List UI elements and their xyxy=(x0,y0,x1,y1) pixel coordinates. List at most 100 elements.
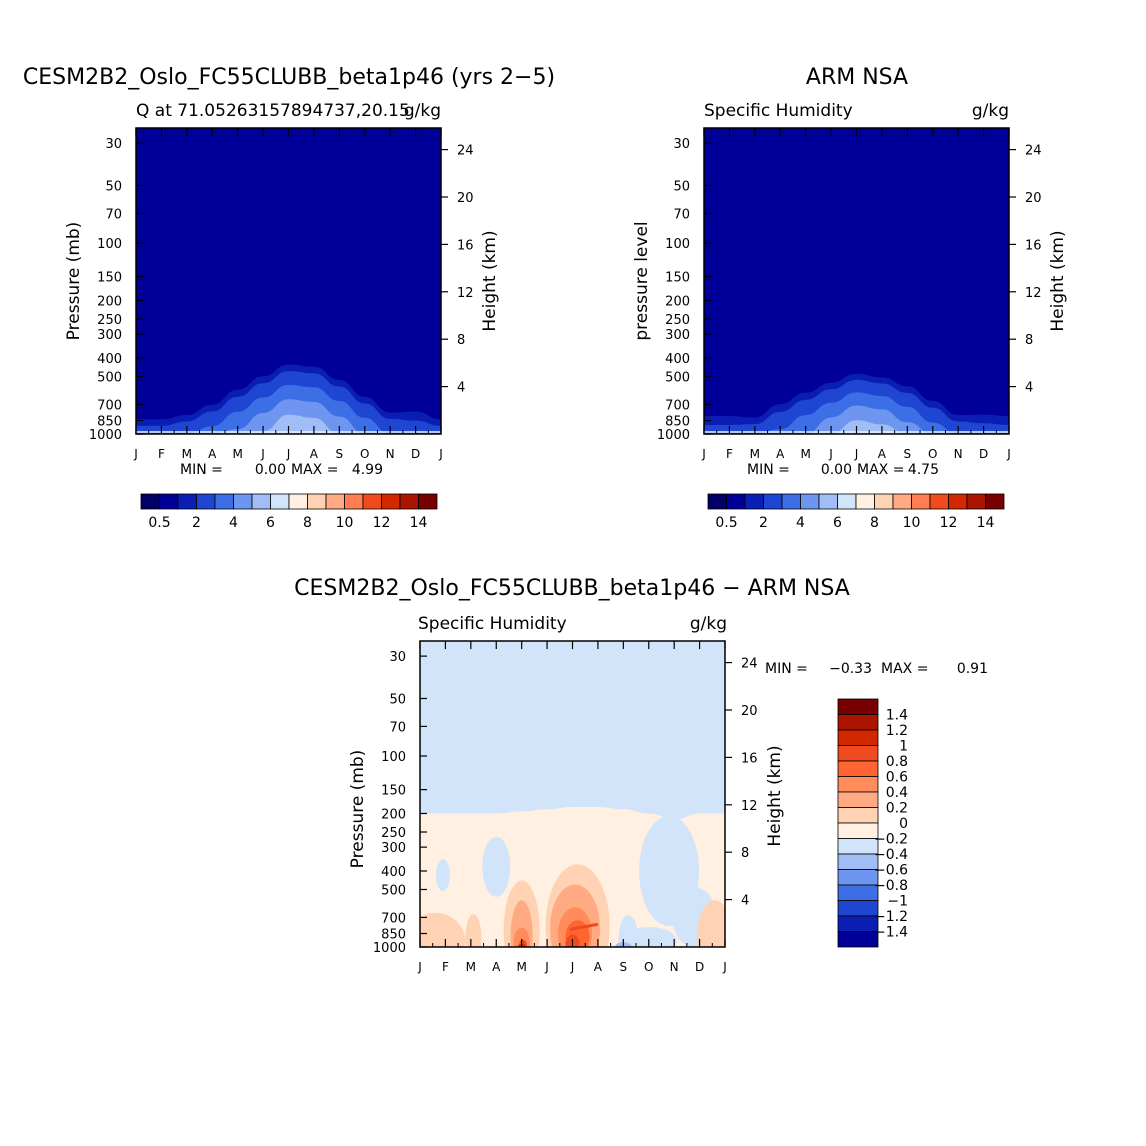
panel-model-ylabel-right: Height (km) xyxy=(480,230,500,331)
xtick-label: O xyxy=(644,960,653,974)
xtick-label: F xyxy=(726,447,733,461)
colorbar-label: 0.6 xyxy=(886,770,908,786)
colorbar-swatch xyxy=(837,915,879,932)
panel-model: CESM2B2_Oslo_FC55CLUBB_beta1p46 (yrs 2−5… xyxy=(23,65,555,531)
ytick-label: 400 xyxy=(97,352,122,367)
colorbar-swatch xyxy=(140,493,160,510)
xtick-label: A xyxy=(310,447,319,461)
colorbar-label: 8 xyxy=(870,515,879,531)
colorbar-swatch xyxy=(233,493,253,510)
xtick-label: F xyxy=(158,447,165,461)
ytick-label: 150 xyxy=(665,271,690,286)
ytick-label: 70 xyxy=(673,207,690,222)
ytick-label: 50 xyxy=(105,179,122,194)
colorbar-swatch xyxy=(418,493,438,510)
colorbar-swatch xyxy=(781,493,801,510)
colorbar-swatch xyxy=(837,745,879,762)
ytick-label: 50 xyxy=(673,179,690,194)
colorbar-swatch xyxy=(707,493,727,510)
colorbar-label: 6 xyxy=(833,515,842,531)
xtick-label: A xyxy=(594,960,603,974)
xtick-label: A xyxy=(776,447,785,461)
colorbar-label: 8 xyxy=(303,515,312,531)
xtick-label: A xyxy=(208,447,217,461)
panel-obs-subtitle-left: Specific Humidity xyxy=(704,101,853,121)
colorbar-label: 1 xyxy=(899,739,908,755)
ytick-label: 500 xyxy=(381,884,406,899)
colorbar-swatch xyxy=(726,493,746,510)
xtick-label: J xyxy=(133,447,138,461)
colorbar-swatch xyxy=(948,493,968,510)
colorbar-swatch xyxy=(985,493,1005,510)
ytick-label: 850 xyxy=(665,415,690,430)
ytick-label: 300 xyxy=(97,328,122,343)
ytick-label: 500 xyxy=(665,371,690,386)
xtick-label: J xyxy=(544,960,549,974)
colorbar-swatch xyxy=(837,884,879,901)
xtick-label: S xyxy=(620,960,628,974)
colorbar-swatch xyxy=(837,698,879,715)
ytick-right-label: 16 xyxy=(1025,238,1042,253)
ytick-label: 30 xyxy=(105,137,122,152)
ytick-label: 30 xyxy=(673,137,690,152)
ytick-label: 850 xyxy=(381,928,406,943)
panel-diff-title: CESM2B2_Oslo_FC55CLUBB_beta1p46 − ARM NS… xyxy=(294,576,850,601)
xtick-label: J xyxy=(854,447,859,461)
xtick-label: S xyxy=(904,447,912,461)
colorbar-label: 0.5 xyxy=(715,515,737,531)
ytick-right-label: 12 xyxy=(1025,286,1042,301)
colorbar-label: 0.4 xyxy=(886,785,908,801)
contour-blob xyxy=(420,912,466,947)
colorbar-swatch xyxy=(837,760,879,777)
colorbar-swatch xyxy=(837,493,857,510)
xtick-label: D xyxy=(411,447,420,461)
xtick-label: S xyxy=(336,447,344,461)
ytick-label: 700 xyxy=(381,911,406,926)
panel-obs-ylabel-right: Height (km) xyxy=(1048,230,1068,331)
panel-obs-subtitle-right: g/kg xyxy=(972,101,1009,121)
colorbar-swatch xyxy=(837,822,879,839)
ytick-label: 500 xyxy=(97,371,122,386)
xtick-label: J xyxy=(417,960,422,974)
xtick-label: M xyxy=(800,447,810,461)
xtick-label: J xyxy=(828,447,833,461)
ytick-label: 100 xyxy=(97,237,122,252)
xtick-label: A xyxy=(878,447,887,461)
colorbar-label: −1.4 xyxy=(874,925,908,941)
colorbar-label: 10 xyxy=(903,515,921,531)
colorbar-label: 0 xyxy=(899,816,908,832)
ytick-right-label: 16 xyxy=(741,751,758,766)
colorbar-swatch xyxy=(837,791,879,808)
xtick-label: N xyxy=(670,960,679,974)
colorbar-swatch xyxy=(837,729,879,746)
ytick-right-label: 20 xyxy=(457,191,474,206)
ytick-label: 300 xyxy=(381,841,406,856)
xtick-label: J xyxy=(286,447,291,461)
ytick-label: 1000 xyxy=(373,941,406,956)
colorbar-swatch xyxy=(159,493,179,510)
panel-model-subtitle-right: g/kg xyxy=(404,101,441,121)
colorbar-swatch xyxy=(800,493,820,510)
colorbar-swatch xyxy=(744,493,764,510)
colorbar-swatch xyxy=(381,493,401,510)
ytick-right-label: 24 xyxy=(1025,144,1042,159)
ytick-label: 850 xyxy=(97,415,122,430)
ytick-label: 400 xyxy=(665,352,690,367)
colorbar-label: −1.2 xyxy=(874,909,908,925)
colorbar-swatch xyxy=(929,493,949,510)
colorbar-label: −1 xyxy=(887,894,908,910)
colorbar-label: 1.2 xyxy=(886,723,908,739)
panel-diff-subtitle-left: Specific Humidity xyxy=(418,614,567,634)
panel-obs: ARM NSA Specific Humidity g/kg 305070100… xyxy=(632,65,1068,531)
contour-blob xyxy=(696,900,725,947)
panel-obs-plot xyxy=(704,128,1009,434)
xtick-label: A xyxy=(492,960,501,974)
ytick-label: 1000 xyxy=(657,428,690,443)
contour-blob xyxy=(435,859,450,892)
ytick-right-label: 24 xyxy=(457,144,474,159)
xtick-label: D xyxy=(695,960,704,974)
ytick-right-label: 12 xyxy=(457,286,474,301)
panel-model-plot xyxy=(136,128,441,434)
panel-obs-min-label: MIN = xyxy=(747,462,790,478)
